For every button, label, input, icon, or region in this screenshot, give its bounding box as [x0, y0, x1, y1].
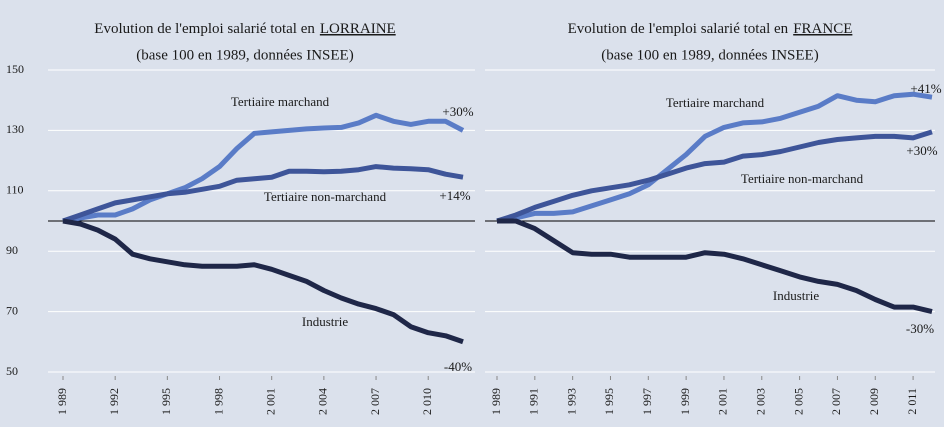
- x-tick-label: 1 991: [527, 388, 541, 415]
- title-text: Evolution de l'emploi salarié total en: [94, 21, 315, 37]
- series-label: Tertiaire marchand: [231, 94, 330, 109]
- series-label: Tertiaire non-marchand: [264, 189, 387, 204]
- series-label: Tertiaire marchand: [666, 95, 765, 110]
- chart-title: Evolution de l'emploi salarié total en LO…: [94, 21, 395, 37]
- series-line: [496, 91, 933, 224]
- title-text: Evolution de l'emploi salarié total en: [568, 21, 789, 37]
- annotation: +14%: [439, 188, 470, 203]
- y-tick-label: 90: [6, 243, 18, 257]
- x-tick-label: 2 003: [754, 388, 768, 415]
- x-tick-label: 1 995: [602, 388, 616, 415]
- x-tick-label: 2 004: [316, 388, 330, 415]
- x-tick-label: 2 001: [263, 388, 277, 415]
- chart-subtitle: (base 100 en 1989, données INSEE): [136, 47, 353, 63]
- x-tick-label: 1 992: [107, 388, 121, 415]
- x-tick-label: 2 001: [716, 388, 730, 415]
- x-tick-label: 1 997: [640, 388, 654, 415]
- title-place: LORRAINE: [320, 21, 396, 37]
- y-tick-label: 110: [6, 183, 24, 197]
- title-place: FRANCE: [793, 21, 852, 37]
- chart-title: Evolution de l'emploi salarié total en FR…: [568, 21, 853, 37]
- y-tick-label: 150: [6, 62, 24, 76]
- x-tick-label: 2 009: [867, 388, 881, 415]
- annotation: +41%: [910, 81, 941, 96]
- y-tick-label: 70: [6, 303, 18, 317]
- x-tick-label: 2 005: [791, 388, 805, 415]
- x-tick-label: 1 995: [159, 388, 173, 415]
- x-tick-label: 1 989: [489, 388, 503, 415]
- y-tick-label: 50: [6, 364, 18, 378]
- series-label: Tertiaire non-marchand: [741, 171, 864, 186]
- series-line: [496, 129, 933, 224]
- series-line: [62, 218, 464, 345]
- annotation: -30%: [906, 321, 934, 336]
- x-tick-label: 2 010: [420, 388, 434, 415]
- x-tick-label: 1 998: [211, 388, 225, 415]
- x-tick-label: 2 011: [905, 388, 919, 415]
- series-line: [62, 164, 464, 224]
- series-label: Industrie: [302, 314, 348, 329]
- x-tick-label: 1 999: [678, 388, 692, 415]
- x-tick-label: 2 007: [829, 388, 843, 415]
- x-tick-label: 2 007: [368, 388, 382, 415]
- chart-subtitle: (base 100 en 1989, données INSEE): [601, 47, 818, 63]
- series-line: [62, 112, 465, 224]
- x-tick-label: 1 993: [564, 388, 578, 415]
- y-tick-label: 130: [6, 122, 24, 136]
- annotation: -40%: [444, 359, 472, 374]
- x-tick-label: 1 989: [55, 388, 69, 415]
- annotation: +30%: [906, 143, 937, 158]
- annotation: +30%: [442, 104, 473, 119]
- series-label: Industrie: [773, 288, 819, 303]
- series-line: [497, 218, 933, 315]
